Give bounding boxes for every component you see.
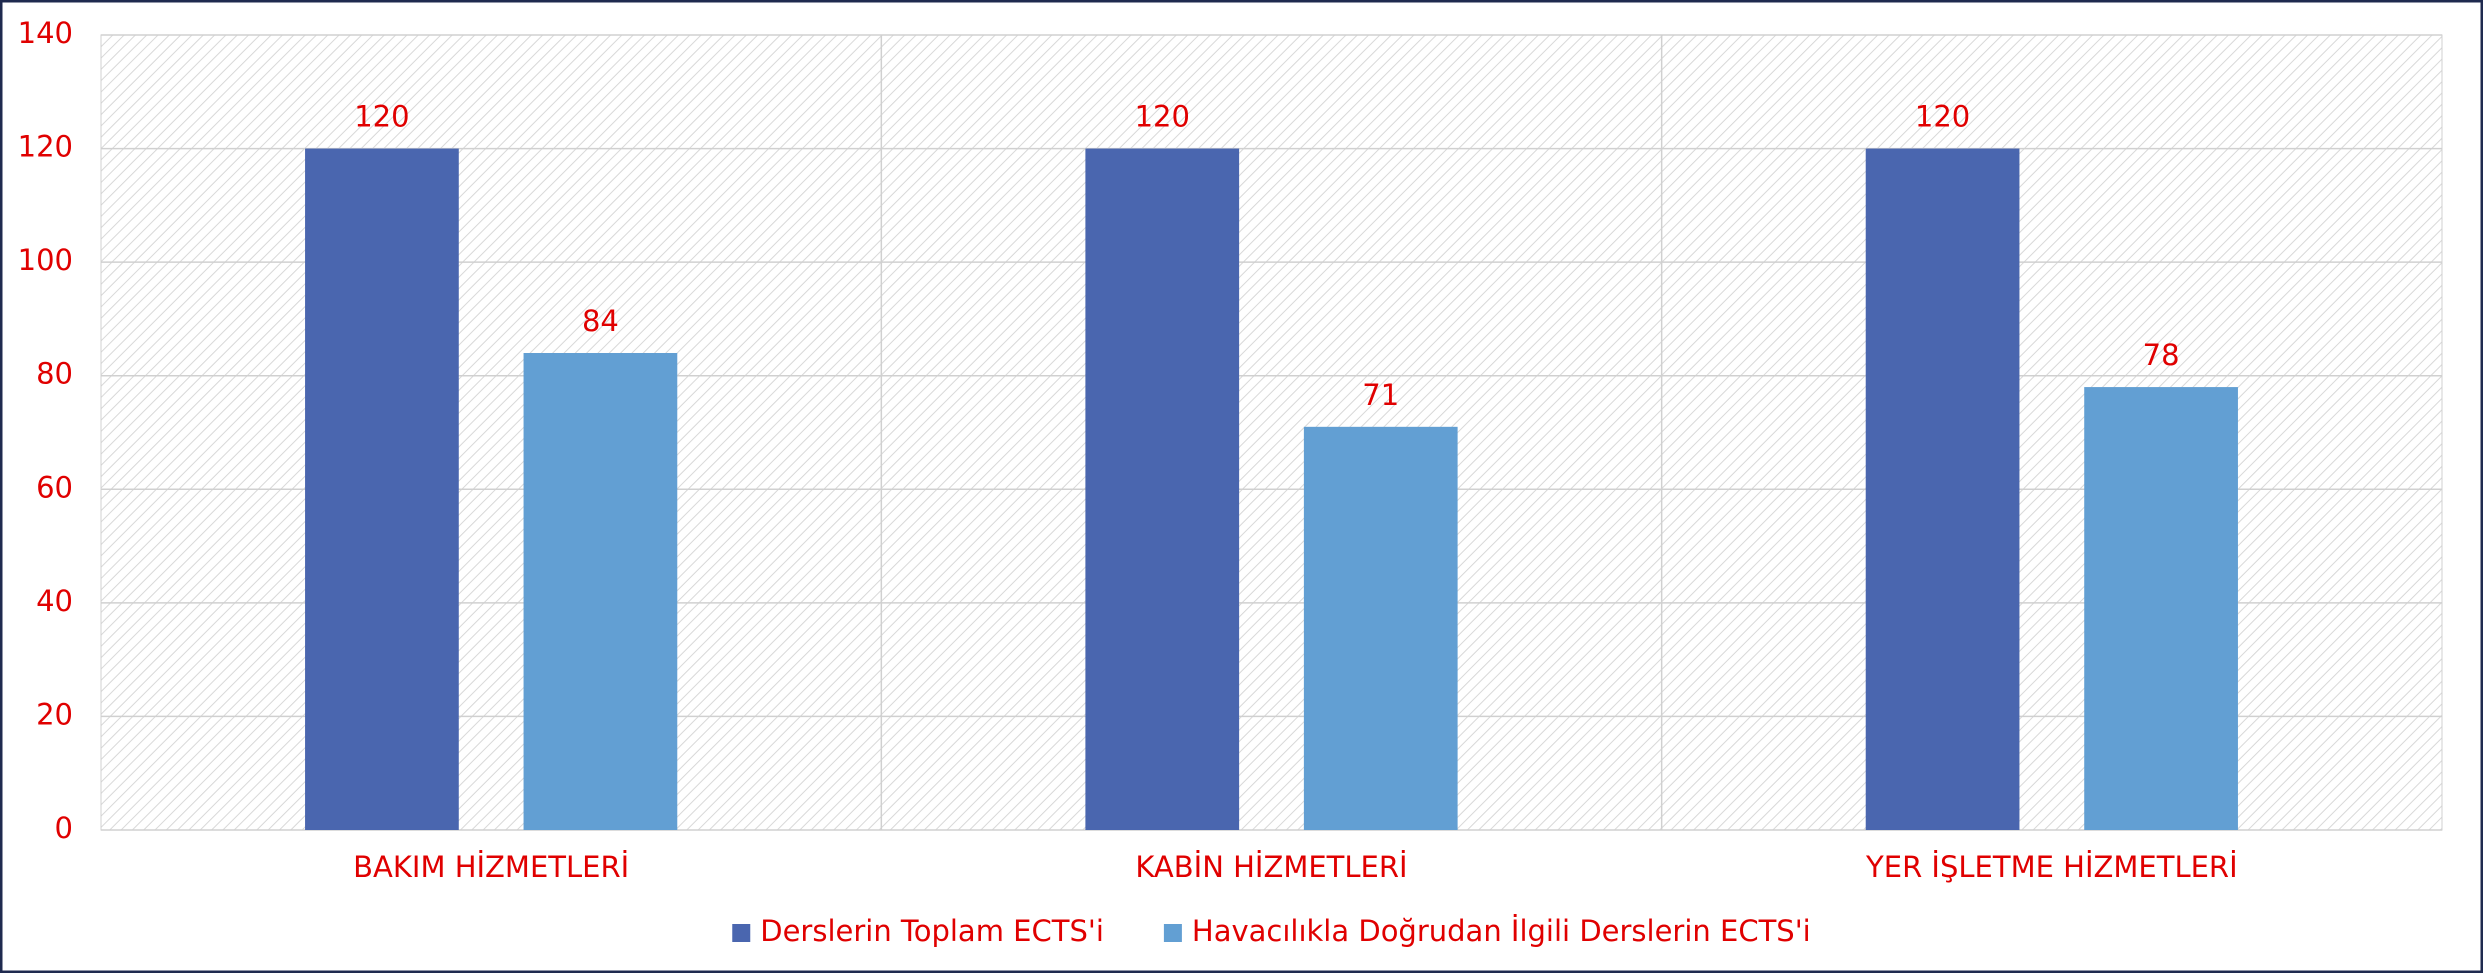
y-tick-label: 60 — [36, 470, 73, 504]
bar — [523, 353, 678, 830]
y-tick-label: 100 — [18, 243, 73, 277]
value-label: 71 — [1362, 378, 1399, 412]
bar — [305, 148, 459, 831]
y-tick-label: 80 — [36, 357, 73, 391]
value-label: 78 — [2143, 338, 2180, 372]
x-tick-label: BAKIM HİZMETLERİ — [353, 850, 629, 884]
y-tick-label: 0 — [55, 811, 73, 845]
y-tick-label: 40 — [36, 584, 73, 618]
legend-swatch — [732, 924, 751, 942]
bar — [2084, 387, 2238, 830]
value-label: 120 — [1135, 100, 1190, 134]
x-tick-label: KABİN HİZMETLERİ — [1135, 850, 1407, 884]
value-label: 84 — [582, 304, 619, 338]
legend-swatch — [1163, 924, 1182, 942]
y-tick-label: 140 — [18, 16, 73, 50]
legend-label: Derslerin Toplam ECTS'i — [760, 914, 1104, 948]
bar — [1865, 148, 2020, 831]
legend-label: Havacılıkla Doğrudan İlgili Derslerin EC… — [1192, 914, 1811, 948]
bar — [1303, 426, 1458, 830]
value-label: 120 — [354, 100, 409, 134]
bar — [1085, 148, 1240, 831]
y-tick-label: 20 — [36, 697, 73, 731]
value-label: 120 — [1915, 100, 1970, 134]
plot-area — [100, 34, 2443, 831]
x-tick-label: YER İŞLETME HİZMETLERİ — [1865, 850, 2238, 884]
y-tick-label: 120 — [18, 130, 73, 164]
